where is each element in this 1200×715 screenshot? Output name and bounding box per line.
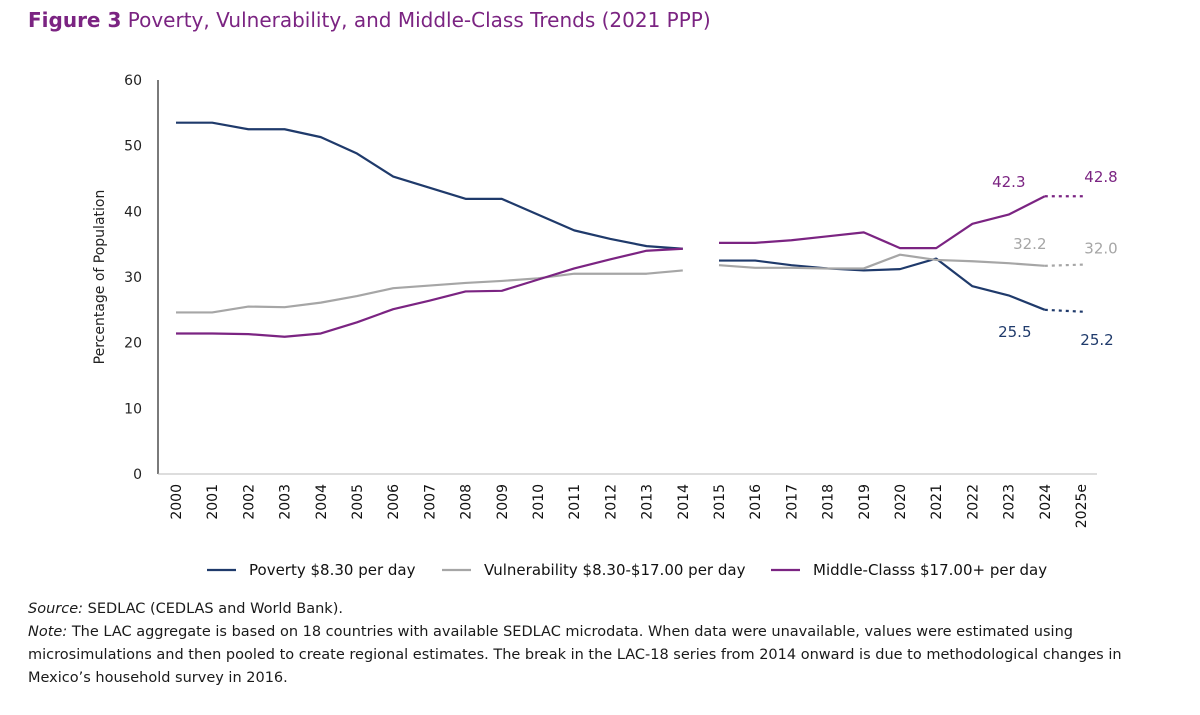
source-label: Source: xyxy=(28,601,84,617)
x-tick-label: 2016 xyxy=(748,484,764,520)
x-tick-label: 2002 xyxy=(241,484,257,520)
y-tick-label: 20 xyxy=(124,336,142,352)
legend-label-vulnerability: Vulnerability $8.30-$17.00 per day xyxy=(484,561,746,579)
poverty-projection-line xyxy=(1044,308,1086,313)
line-chart: 0 10 20 30 40 50 60 Percentage of Population 200… xyxy=(92,73,1118,579)
x-tick-label: 2006 xyxy=(386,484,402,520)
x-tick-label: 2008 xyxy=(459,484,475,520)
middle-class-line-2015-2024 xyxy=(719,195,1046,250)
y-tick-label: 50 xyxy=(124,139,142,155)
y-tick-label: 10 xyxy=(124,401,142,417)
x-tick-label: 2018 xyxy=(821,484,837,520)
x-tick-label: 2024 xyxy=(1038,484,1054,520)
x-tick-label: 2005 xyxy=(350,484,366,520)
poverty-data-label: 25.2 xyxy=(1080,331,1113,349)
x-tick-label: 2023 xyxy=(1002,484,1018,520)
x-tick-label: 2015 xyxy=(712,484,728,520)
poverty-data-label: 25.5 xyxy=(998,323,1031,341)
vulnerability-projection-line xyxy=(1044,263,1086,267)
middle-class-line-2000-2014 xyxy=(176,247,683,338)
y-tick-label: 0 xyxy=(133,467,142,483)
y-axis-title: Percentage of Population xyxy=(92,190,108,365)
note-text: The LAC aggregate is based on 18 countri… xyxy=(28,624,1122,686)
middle-class-data-label: 42.8 xyxy=(1084,168,1117,186)
y-tick-label: 60 xyxy=(124,73,142,89)
legend-label-middle-class: Middle-Classs $17.00+ per day xyxy=(813,561,1047,579)
note-paragraph: Note: The LAC aggregate is based on 18 c… xyxy=(28,621,1178,690)
x-tick-label: 2013 xyxy=(640,484,656,520)
x-tick-label: 2004 xyxy=(314,484,330,520)
x-tick-label: 2022 xyxy=(965,484,981,520)
vulnerability-data-label: 32.2 xyxy=(1013,235,1046,253)
y-tick-label: 30 xyxy=(124,270,142,286)
x-tick-label: 2014 xyxy=(676,484,692,520)
source-line: Source: SEDLAC (CEDLAS and World Bank). xyxy=(28,598,1178,621)
x-tick-label: 2025e xyxy=(1074,484,1090,528)
legend-label-poverty: Poverty $8.30 per day xyxy=(249,561,416,579)
vulnerability-line-2015-2024 xyxy=(718,253,1045,270)
middle-class-data-label: 42.3 xyxy=(992,173,1025,191)
chart-notes: Source: SEDLAC (CEDLAS and World Bank). … xyxy=(28,598,1178,690)
x-tick-label: 2011 xyxy=(567,484,583,520)
figure-label: Figure 3 xyxy=(28,8,122,32)
figure-title: Figure 3 Poverty, Vulnerability, and Mid… xyxy=(28,8,711,32)
figure-title-text: Poverty, Vulnerability, and Middle-Class… xyxy=(127,8,711,32)
vulnerability-data-label: 32.0 xyxy=(1084,240,1117,258)
poverty-line-2000-2014 xyxy=(176,121,683,250)
x-tick-label: 2017 xyxy=(784,484,800,520)
poverty-line-2015-2024 xyxy=(719,257,1046,311)
y-tick-label: 40 xyxy=(124,204,142,220)
x-tick-label: 2012 xyxy=(603,484,619,520)
vulnerability-line-2000-2014 xyxy=(176,269,683,314)
note-label: Note: xyxy=(28,624,68,640)
x-tick-label: 2010 xyxy=(531,484,547,520)
x-tick-label: 2019 xyxy=(857,484,873,520)
x-tick-label: 2020 xyxy=(893,484,909,520)
x-tick-label: 2007 xyxy=(422,484,438,520)
source-text: SEDLAC (CEDLAS and World Bank). xyxy=(83,601,343,617)
x-tick-label: 2000 xyxy=(169,484,185,520)
x-tick-label: 2001 xyxy=(205,484,221,520)
x-tick-label: 2009 xyxy=(495,484,511,520)
x-tick-label: 2003 xyxy=(278,484,294,520)
x-tick-label: 2021 xyxy=(929,484,945,520)
